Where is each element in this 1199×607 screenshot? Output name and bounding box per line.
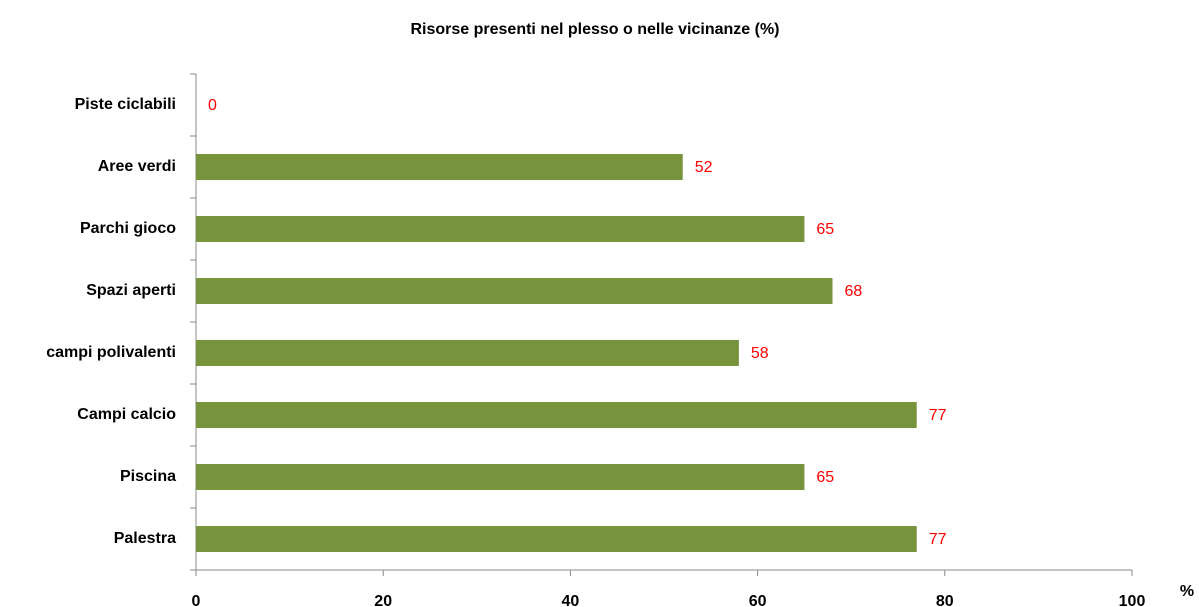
x-tick-label: 0 bbox=[192, 593, 201, 607]
y-tick-label: Piste ciclabili bbox=[75, 96, 176, 113]
bar bbox=[196, 402, 917, 428]
x-tick-label: 100 bbox=[1119, 593, 1146, 607]
y-tick-label: Piscina bbox=[120, 468, 176, 485]
y-tick-label: Palestra bbox=[114, 530, 176, 547]
x-tick-label: 80 bbox=[936, 593, 954, 607]
value-label: 0 bbox=[208, 97, 217, 114]
x-tick-label: 40 bbox=[562, 593, 580, 607]
y-tick-label: Parchi gioco bbox=[80, 220, 176, 237]
value-label: 77 bbox=[929, 531, 947, 548]
bar bbox=[196, 526, 917, 552]
bar bbox=[196, 154, 683, 180]
bar bbox=[196, 340, 739, 366]
value-label: 58 bbox=[751, 345, 769, 362]
chart-title: Risorse presenti nel plesso o nelle vici… bbox=[410, 21, 779, 38]
value-label: 65 bbox=[816, 221, 834, 238]
y-tick-label: Spazi aperti bbox=[86, 282, 176, 299]
x-tick-label: 20 bbox=[374, 593, 392, 607]
y-tick-label: campi polivalenti bbox=[46, 344, 176, 361]
value-label: 52 bbox=[695, 159, 713, 176]
value-label: 68 bbox=[844, 283, 862, 300]
bar bbox=[196, 464, 805, 490]
x-tick-label: 60 bbox=[749, 593, 767, 607]
bar bbox=[196, 216, 805, 242]
bar bbox=[196, 278, 833, 304]
y-tick-label: Aree verdi bbox=[98, 158, 176, 175]
value-label: 77 bbox=[929, 407, 947, 424]
x-axis-label: % bbox=[1180, 583, 1194, 600]
value-label: 65 bbox=[816, 469, 834, 486]
y-tick-label: Campi calcio bbox=[77, 406, 176, 423]
